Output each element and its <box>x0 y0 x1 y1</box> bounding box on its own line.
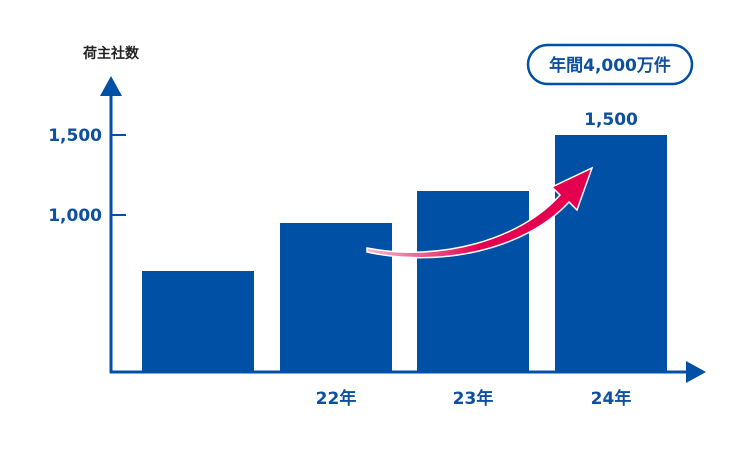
bar <box>417 191 529 372</box>
x-axis-arrow-icon <box>686 361 706 383</box>
x-tick-label: 23年 <box>453 388 494 409</box>
x-tick-label: 24年 <box>591 388 632 409</box>
y-tick-label: 1,000 <box>48 206 102 226</box>
growth-arrow-icon <box>366 166 594 259</box>
y-tick-label: 1,500 <box>48 126 102 146</box>
y-axis-arrow-icon <box>100 76 122 96</box>
bar <box>280 223 392 372</box>
bar <box>142 271 254 372</box>
y-axis-title: 荷主社数 <box>82 45 140 62</box>
data-label: 1,500 <box>584 110 638 130</box>
x-tick-label: 22年 <box>316 388 357 409</box>
annotation-badge <box>526 43 694 86</box>
bar <box>555 135 667 372</box>
annotation-text: 年間4,000万件 <box>549 55 671 76</box>
